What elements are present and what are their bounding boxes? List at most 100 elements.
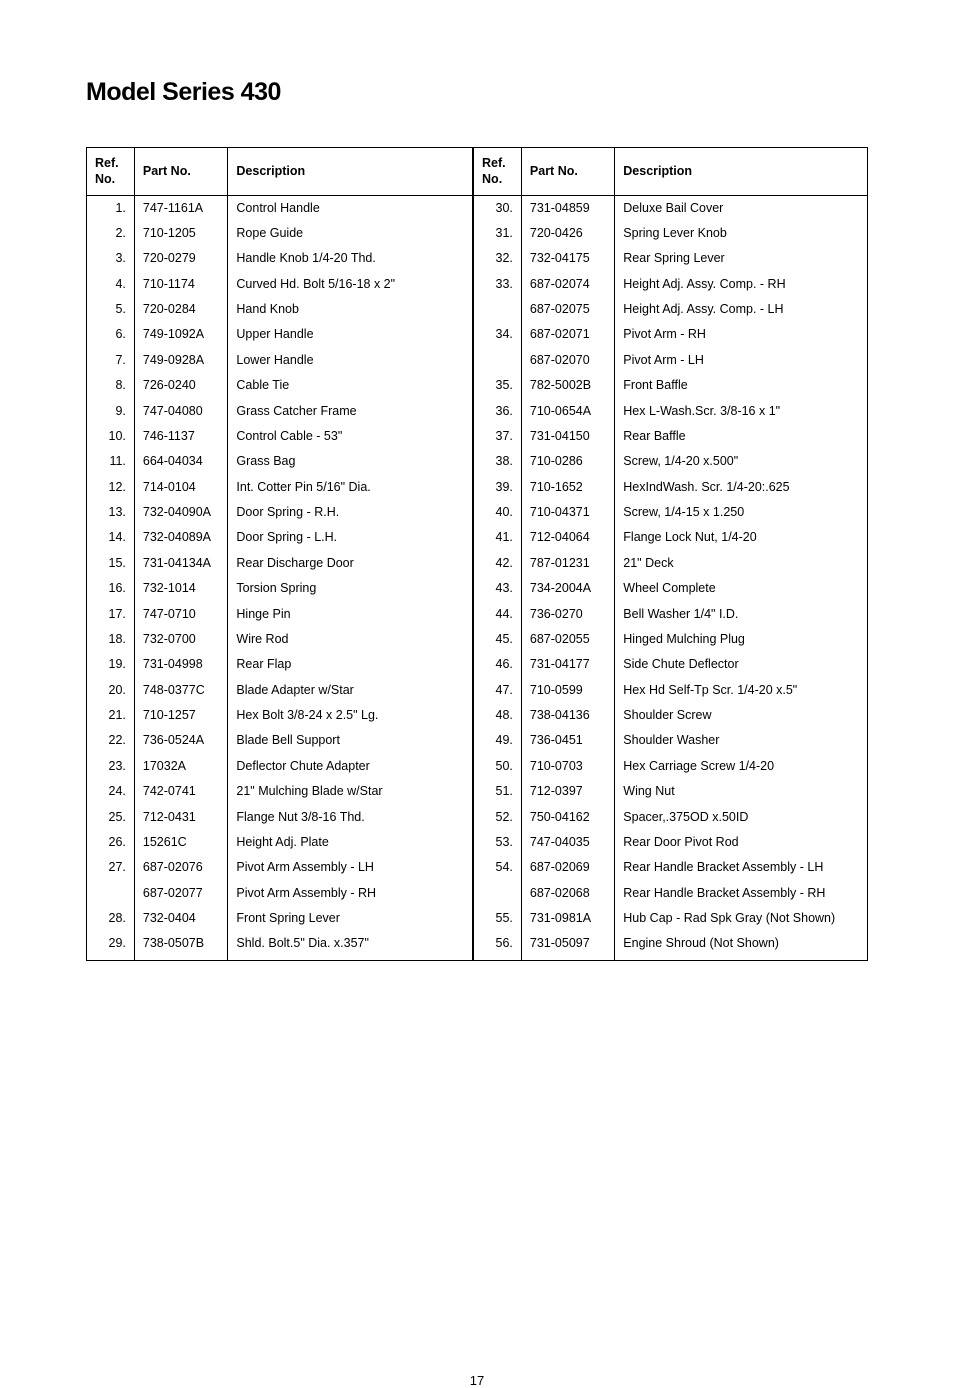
cell-description: Lower Handle <box>228 348 473 373</box>
cell-description: Handle Knob 1/4-20 Thd. <box>228 246 473 271</box>
cell-ref-no: 7. <box>87 348 135 373</box>
table-row: 687-02075Height Adj. Assy. Comp. - LH <box>474 297 868 322</box>
cell-part-no: 736-0524A <box>134 728 228 753</box>
cell-description: Shoulder Screw <box>615 703 868 728</box>
cell-description: Height Adj. Plate <box>228 830 473 855</box>
cell-description: Pivot Arm Assembly - RH <box>228 881 473 906</box>
cell-ref-no: 56. <box>474 931 522 960</box>
cell-ref-no: 1. <box>87 195 135 221</box>
cell-part-no: 736-0270 <box>521 602 614 627</box>
cell-ref-no: 40. <box>474 500 522 525</box>
cell-part-no: 749-0928A <box>134 348 228 373</box>
cell-description: Spring Lever Knob <box>615 221 868 246</box>
cell-description: Spacer,.375OD x.50ID <box>615 805 868 830</box>
cell-description: Wheel Complete <box>615 576 868 601</box>
table-row: 25.712-0431Flange Nut 3/8-16 Thd. <box>87 805 473 830</box>
cell-description: Hand Knob <box>228 297 473 322</box>
table-row: 32.732-04175Rear Spring Lever <box>474 246 868 271</box>
cell-part-no: 731-04998 <box>134 652 228 677</box>
cell-part-no: 732-04175 <box>521 246 614 271</box>
cell-description: Front Spring Lever <box>228 906 473 931</box>
cell-description: 21" Mulching Blade w/Star <box>228 779 473 804</box>
cell-ref-no: 43. <box>474 576 522 601</box>
cell-ref-no: 14. <box>87 525 135 550</box>
table-row: 54.687-02069Rear Handle Bracket Assembly… <box>474 855 868 880</box>
table-row: 687-02070Pivot Arm - LH <box>474 348 868 373</box>
cell-part-no: 710-0286 <box>521 449 614 474</box>
table-row: 26.15261CHeight Adj. Plate <box>87 830 473 855</box>
table-row: 43.734-2004AWheel Complete <box>474 576 868 601</box>
cell-description: Shld. Bolt.5" Dia. x.357" <box>228 931 473 960</box>
cell-part-no: 687-02074 <box>521 272 614 297</box>
cell-part-no: 710-0654A <box>521 399 614 424</box>
cell-part-no: 714-0104 <box>134 475 228 500</box>
cell-description: Height Adj. Assy. Comp. - RH <box>615 272 868 297</box>
cell-ref-no: 8. <box>87 373 135 398</box>
cell-ref-no: 44. <box>474 602 522 627</box>
cell-description: Engine Shroud (Not Shown) <box>615 931 868 960</box>
table-row: 23.17032ADeflector Chute Adapter <box>87 754 473 779</box>
cell-description: Rear Handle Bracket Assembly - LH <box>615 855 868 880</box>
table-row: 36.710-0654AHex L-Wash.Scr. 3/8-16 x 1" <box>474 399 868 424</box>
table-row: 18.732-0700Wire Rod <box>87 627 473 652</box>
cell-ref-no: 6. <box>87 322 135 347</box>
cell-description: Hinge Pin <box>228 602 473 627</box>
cell-part-no: 732-0404 <box>134 906 228 931</box>
cell-ref-no: 36. <box>474 399 522 424</box>
table-row: 1.747-1161AControl Handle <box>87 195 473 221</box>
table-row: 39.710-1652HexIndWash. Scr. 1/4-20:.625 <box>474 475 868 500</box>
table-row: 34.687-02071Pivot Arm - RH <box>474 322 868 347</box>
table-row: 35.782-5002BFront Baffle <box>474 373 868 398</box>
cell-part-no: 731-04859 <box>521 195 614 221</box>
table-row: 47.710-0599Hex Hd Self-Tp Scr. 1/4-20 x.… <box>474 678 868 703</box>
table-row: 687-02068Rear Handle Bracket Assembly - … <box>474 881 868 906</box>
cell-ref-no: 35. <box>474 373 522 398</box>
cell-description: Cable Tie <box>228 373 473 398</box>
cell-part-no: 732-04090A <box>134 500 228 525</box>
cell-ref-no: 23. <box>87 754 135 779</box>
cell-ref-no: 52. <box>474 805 522 830</box>
cell-ref-no: 53. <box>474 830 522 855</box>
cell-description: Shoulder Washer <box>615 728 868 753</box>
cell-part-no: 687-02068 <box>521 881 614 906</box>
header-part-no: Part No. <box>521 148 614 196</box>
cell-description: Rear Discharge Door <box>228 551 473 576</box>
header-description: Description <box>228 148 473 196</box>
cell-description: Hex Bolt 3/8-24 x 2.5" Lg. <box>228 703 473 728</box>
table-row: 13.732-04090ADoor Spring - R.H. <box>87 500 473 525</box>
cell-description: Screw, 1/4-15 x 1.250 <box>615 500 868 525</box>
cell-part-no: 747-04035 <box>521 830 614 855</box>
cell-ref-no: 4. <box>87 272 135 297</box>
cell-part-no: 732-0700 <box>134 627 228 652</box>
table-row: 24.742-074121" Mulching Blade w/Star <box>87 779 473 804</box>
table-row: 2.710-1205Rope Guide <box>87 221 473 246</box>
cell-ref-no: 32. <box>474 246 522 271</box>
table-row: 30.731-04859Deluxe Bail Cover <box>474 195 868 221</box>
cell-ref-no: 55. <box>474 906 522 931</box>
cell-part-no: 731-0981A <box>521 906 614 931</box>
cell-part-no: 687-02077 <box>134 881 228 906</box>
cell-ref-no: 31. <box>474 221 522 246</box>
table-row: 27.687-02076Pivot Arm Assembly - LH <box>87 855 473 880</box>
cell-part-no: 720-0426 <box>521 221 614 246</box>
cell-description: Front Baffle <box>615 373 868 398</box>
table-row: 40.710-04371Screw, 1/4-15 x 1.250 <box>474 500 868 525</box>
cell-part-no: 710-1257 <box>134 703 228 728</box>
cell-description: Torsion Spring <box>228 576 473 601</box>
cell-part-no: 710-0703 <box>521 754 614 779</box>
header-description: Description <box>615 148 868 196</box>
cell-ref-no: 13. <box>87 500 135 525</box>
cell-description: Deluxe Bail Cover <box>615 195 868 221</box>
cell-part-no: 664-04034 <box>134 449 228 474</box>
cell-ref-no: 46. <box>474 652 522 677</box>
cell-ref-no <box>474 881 522 906</box>
cell-part-no: 738-04136 <box>521 703 614 728</box>
table-header-row: Ref. No. Part No. Description <box>474 148 868 196</box>
cell-ref-no: 16. <box>87 576 135 601</box>
cell-description: Door Spring - L.H. <box>228 525 473 550</box>
cell-description: Wing Nut <box>615 779 868 804</box>
table-row: 46.731-04177Side Chute Deflector <box>474 652 868 677</box>
cell-description: Rear Spring Lever <box>615 246 868 271</box>
cell-description: Control Cable - 53" <box>228 424 473 449</box>
cell-part-no: 720-0284 <box>134 297 228 322</box>
